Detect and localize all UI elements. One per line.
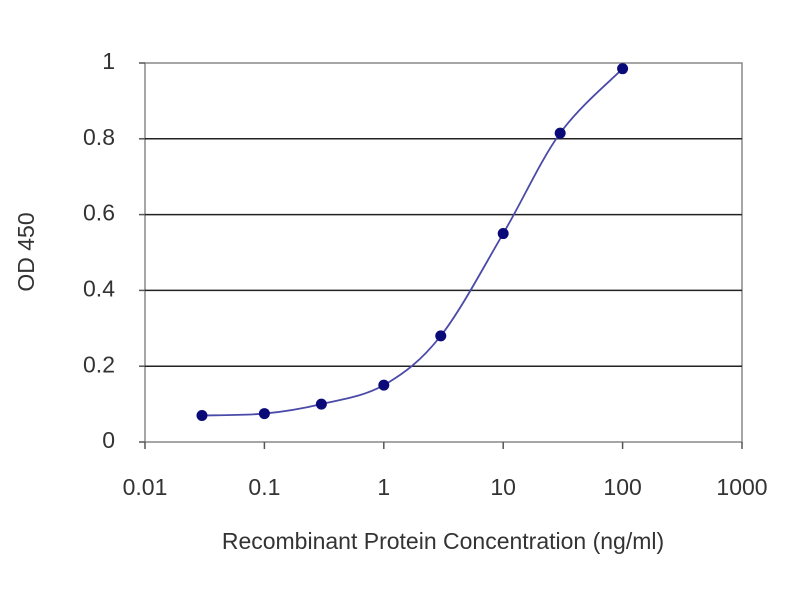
plot-frame <box>144 62 743 443</box>
x-tick-label: 1 <box>377 474 390 500</box>
data-point <box>435 330 447 342</box>
y-tick-label: 0.4 <box>83 275 115 301</box>
data-point <box>378 379 390 391</box>
y-tick-label: 0.6 <box>83 200 115 226</box>
y-tick-label: 1 <box>102 48 115 74</box>
data-point <box>497 228 509 240</box>
data-point <box>554 127 566 139</box>
data-point <box>617 63 629 75</box>
data-point <box>315 398 327 410</box>
x-tick-label: 10 <box>490 474 516 500</box>
x-tick-label: 0.01 <box>123 474 168 500</box>
x-axis-title: Recombinant Protein Concentration (ng/ml… <box>222 528 664 554</box>
y-axis-title: OD 450 <box>13 212 39 291</box>
data-point <box>196 409 208 421</box>
y-tick-label: 0.2 <box>83 351 115 377</box>
x-tick-label: 100 <box>603 474 641 500</box>
y-tick-label: 0.8 <box>83 124 115 150</box>
x-tick-label: 1000 <box>716 474 767 500</box>
x-tick-label: 0.1 <box>248 474 280 500</box>
y-tick-label: 0 <box>102 427 115 453</box>
data-point <box>258 408 270 420</box>
